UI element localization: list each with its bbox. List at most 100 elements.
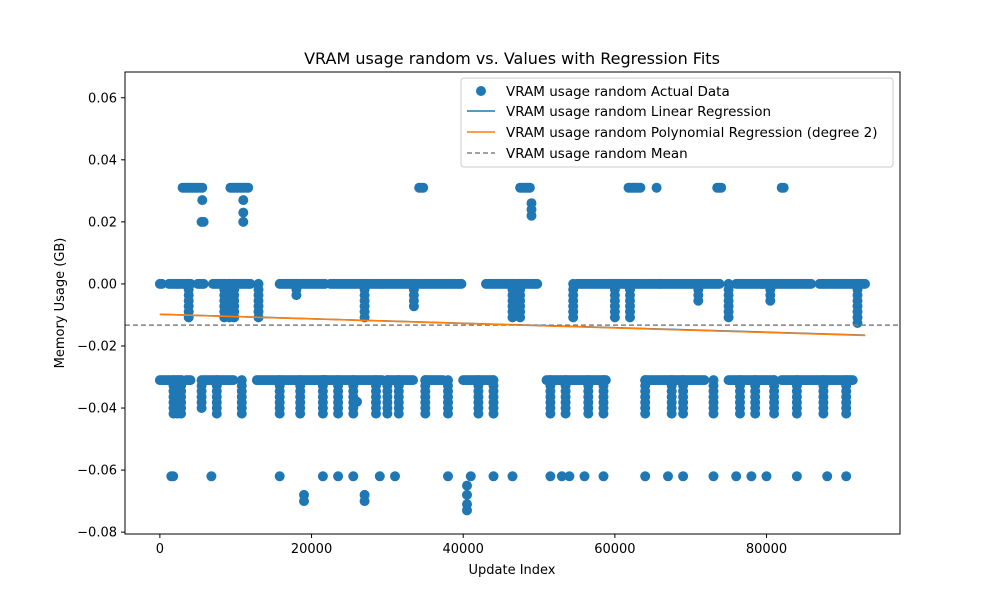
data-point — [206, 471, 217, 482]
data-point — [564, 471, 575, 482]
data-point — [746, 471, 757, 482]
data-point — [243, 182, 254, 193]
data-point — [156, 278, 167, 289]
data-point — [841, 471, 852, 482]
data-point — [714, 278, 725, 289]
data-point — [295, 408, 306, 419]
data-point — [462, 489, 472, 500]
data-point — [699, 375, 710, 386]
data-point — [196, 403, 207, 413]
data-point — [456, 278, 467, 289]
x-tick-label: 0 — [156, 542, 164, 557]
data-point — [374, 471, 385, 482]
data-point — [625, 312, 635, 323]
data-point — [852, 318, 863, 328]
data-point — [598, 471, 609, 482]
data-point — [560, 408, 571, 419]
data-point — [526, 204, 537, 215]
data-point — [185, 375, 196, 386]
data-point — [176, 408, 187, 419]
data-point — [609, 312, 620, 323]
data-point — [291, 290, 302, 301]
data-point — [791, 408, 802, 419]
data-point — [211, 408, 222, 419]
data-point — [545, 408, 556, 419]
data-point — [393, 408, 404, 419]
data-point — [778, 182, 789, 193]
y-tick-label: −0.06 — [77, 464, 117, 479]
legend-label-mean: VRAM usage random Mean — [506, 146, 688, 162]
data-point — [229, 312, 240, 323]
data-point — [473, 408, 484, 419]
data-point — [245, 278, 256, 289]
y-axis-label: Memory Usage (GB) — [53, 238, 68, 369]
polynomial-regression-line — [159, 313, 866, 337]
data-point — [841, 408, 852, 419]
data-point — [765, 295, 776, 306]
data-point — [462, 480, 472, 491]
data-point — [274, 408, 285, 419]
data-point — [640, 408, 651, 419]
data-point — [382, 408, 393, 419]
data-point — [443, 408, 453, 419]
data-point — [579, 471, 590, 482]
data-point — [359, 496, 370, 507]
data-point — [716, 182, 727, 193]
y-tick-label: 0.00 — [88, 277, 117, 292]
y-tick-label: 0.02 — [88, 215, 117, 230]
data-point — [708, 471, 719, 482]
data-point — [556, 471, 567, 482]
data-point — [806, 278, 817, 289]
plot-area — [125, 182, 900, 516]
x-axis: 0 20000 40000 60000 80000 — [156, 534, 787, 557]
legend-label-actual: VRAM usage random Actual Data — [506, 84, 730, 100]
data-point — [488, 471, 499, 482]
data-point — [443, 471, 453, 482]
data-point — [236, 408, 247, 419]
data-point — [651, 182, 662, 193]
data-point — [678, 408, 689, 419]
x-tick-label: 80000 — [746, 542, 787, 557]
data-point — [583, 408, 594, 419]
data-point — [299, 496, 309, 507]
data-point — [408, 375, 418, 386]
data-point — [418, 182, 429, 193]
data-point — [663, 471, 673, 482]
data-point — [507, 471, 518, 482]
data-point — [640, 471, 651, 482]
data-point — [168, 471, 179, 482]
x-tick-label: 40000 — [443, 542, 484, 557]
legend-label-linear: VRAM usage random Linear Regression — [506, 104, 771, 120]
data-point — [598, 408, 609, 419]
x-tick-label: 20000 — [291, 542, 332, 557]
data-point — [822, 471, 833, 482]
y-tick-label: 0.04 — [88, 153, 117, 168]
data-point — [197, 182, 208, 193]
data-point — [390, 471, 400, 482]
data-point — [488, 408, 499, 419]
data-point — [524, 182, 535, 193]
data-point — [462, 505, 472, 516]
data-point — [545, 471, 556, 482]
data-point — [238, 216, 249, 227]
legend: VRAM usage random Actual Data VRAM usage… — [460, 77, 894, 168]
data-point — [666, 408, 677, 419]
y-tick-label: −0.08 — [77, 526, 117, 541]
data-point — [371, 408, 381, 419]
data-point — [708, 408, 719, 419]
legend-marker-actual — [476, 86, 486, 96]
data-point — [769, 408, 780, 419]
data-point — [635, 182, 646, 193]
data-point — [333, 408, 344, 419]
y-axis: 0.06 0.04 0.02 0.00 −0.02 −0.04 −0.06 −0.08 — [77, 91, 125, 541]
data-point — [238, 207, 249, 218]
x-tick-label: 60000 — [594, 542, 635, 557]
chart-title: VRAM usage random vs. Values with Regres… — [304, 49, 720, 68]
data-point — [352, 396, 362, 407]
data-point — [678, 471, 689, 482]
data-point — [317, 471, 328, 482]
data-point — [408, 301, 419, 312]
data-point — [723, 312, 734, 323]
